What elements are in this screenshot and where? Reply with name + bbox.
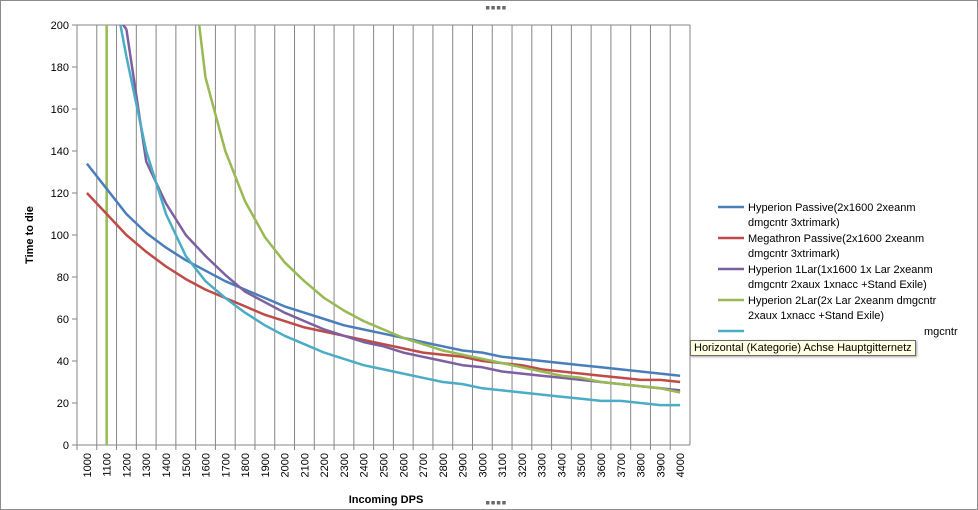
x-tick-label: 3700 <box>616 453 628 477</box>
x-tick-label: 4000 <box>675 453 687 477</box>
y-tick-label: 100 <box>51 230 69 242</box>
x-tick-label: 2200 <box>319 453 331 477</box>
x-tick-label: 3600 <box>596 453 608 477</box>
legend-entry-line2: dmgcntr 3xtrimark) <box>748 217 840 229</box>
series-line[interactable] <box>85 162 681 377</box>
series-line[interactable] <box>125 56 681 407</box>
x-tick-label: 1100 <box>102 453 114 477</box>
x-tick-label: 1300 <box>141 453 153 477</box>
x-tick-label: 3800 <box>636 453 648 477</box>
x-tick-label: 2000 <box>280 453 292 477</box>
legend-entry-line1: Megathron Passive(2x1600 2xeanm <box>748 233 924 245</box>
y-tick-label: 80 <box>57 272 69 284</box>
legend-entry-line1: Hyperion 2Lar(2x Lar 2xeanm dmgcntr <box>748 295 937 307</box>
series-line-entry <box>121 25 128 30</box>
legend[interactable]: Hyperion Passive(2x1600 2xeanm dmgcntr 3x… <box>718 202 958 353</box>
legend-entry-line1: mgcntr <box>924 326 958 338</box>
x-tick-label: 3300 <box>537 453 549 477</box>
x-tick-label: 1400 <box>161 453 173 477</box>
series-line[interactable] <box>204 77 681 394</box>
y-tick-label: 40 <box>57 356 69 368</box>
legend-entry-line1: Hyperion Passive(2x1600 2xeanm <box>748 202 916 214</box>
x-tick-label: 1000 <box>82 453 94 477</box>
x-tick-label: 2400 <box>359 453 371 477</box>
x-tick-label: 2800 <box>438 453 450 477</box>
x-axis-title: Incoming DPS <box>349 494 424 506</box>
series-line-entry <box>197 25 207 78</box>
tick-labels: 0 20 40 60 80 100 120 140 160 180 200 1000 1100 1200 1… <box>51 20 687 477</box>
x-tick-label: 2100 <box>299 453 311 477</box>
x-tick-label: 1600 <box>201 453 213 477</box>
x-tick-label: 2700 <box>418 453 430 477</box>
series-line-entry <box>119 25 128 57</box>
legend-entry-line2: dmgcntr 3xtrimark) <box>748 248 840 260</box>
x-tick-label: 3100 <box>497 453 509 477</box>
x-tick-label: 2300 <box>339 453 351 477</box>
x-tick-label: 1800 <box>240 453 252 477</box>
series-line[interactable] <box>125 29 681 392</box>
x-tick-label: 3000 <box>477 453 489 477</box>
x-tick-label: 1900 <box>260 453 272 477</box>
series-group <box>85 25 681 445</box>
x-tick-label: 3400 <box>556 453 568 477</box>
y-tick-label: 160 <box>51 104 69 116</box>
x-tick-label: 3200 <box>517 453 529 477</box>
legend-entry-line2: 2xaux 1xnacc +Stand Exile) <box>748 310 884 322</box>
y-tick-label: 120 <box>51 188 69 200</box>
y-tick-label: 180 <box>51 62 69 74</box>
y-tick-label: 60 <box>57 314 69 326</box>
y-axis-title: Time to die <box>24 206 36 264</box>
y-tick-label: 0 <box>63 440 69 452</box>
y-tick-label: 20 <box>57 398 69 410</box>
x-tick-label: 2900 <box>458 453 470 477</box>
tooltip: Horizontal (Kategorie) Achse Hauptgitter… <box>690 340 916 356</box>
y-tick-label: 140 <box>51 146 69 158</box>
x-tick-label: 1500 <box>181 453 193 477</box>
legend-entry-line1: Hyperion 1Lar(1x1600 1x Lar 2xeanm <box>748 264 933 276</box>
legend-entry-line2: dmgcntr 2xaux 1xnacc +Stand Exile) <box>748 279 927 291</box>
series-line[interactable] <box>85 192 681 384</box>
x-tick-label: 2500 <box>379 453 391 477</box>
x-tick-label: 2600 <box>398 453 410 477</box>
x-tick-label: 1700 <box>220 453 232 477</box>
y-tick-label: 200 <box>51 20 69 32</box>
x-tick-label: 1200 <box>121 453 133 477</box>
x-tick-label: 3500 <box>576 453 588 477</box>
x-tick-label: 3900 <box>655 453 667 477</box>
